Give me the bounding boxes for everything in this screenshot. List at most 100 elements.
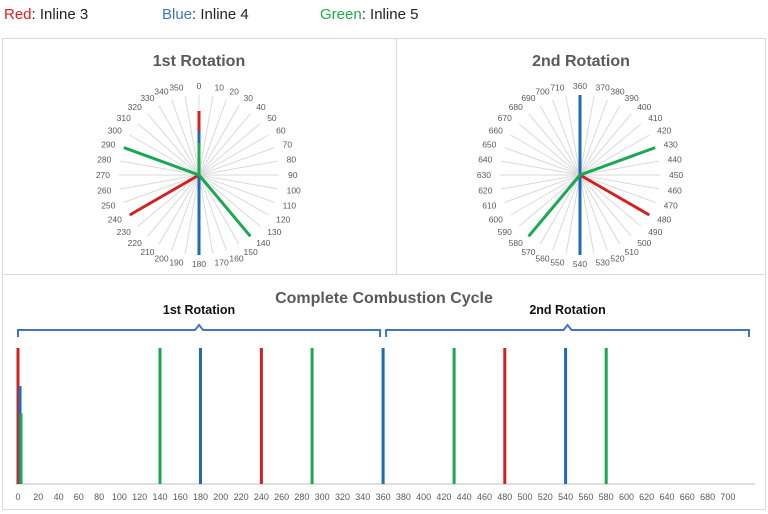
x-tick-label: 600 <box>619 492 634 502</box>
x-tick-label: 560 <box>578 492 593 502</box>
rotation-2-angle-label: 570 <box>521 247 535 257</box>
legend-label-blue: Inline 4 <box>200 6 249 23</box>
rotation-1-angle-label: 300 <box>108 126 122 136</box>
rotation-1-angle-label: 70 <box>283 140 293 150</box>
cycle-bar-green <box>19 413 23 484</box>
rotation-2-gridline <box>579 160 659 176</box>
rotation-1-angle-label: 130 <box>267 227 281 237</box>
rotation-2-angle-label: 560 <box>535 254 549 264</box>
rotation-2-gridline <box>579 174 595 254</box>
rotation-2-angle-label: 590 <box>498 227 512 237</box>
rotation-1-angle-label: 190 <box>169 258 183 268</box>
rotation-1-angle-label: 170 <box>215 258 229 268</box>
rotation-1-angle-label: 250 <box>101 200 115 210</box>
rotation-1-panel: 1st Rotation 0 10 20 30 40 50 60 70 80 90 100 110 12… <box>2 38 397 275</box>
brace-2 <box>385 323 750 337</box>
rotation-2-angle-label: 680 <box>509 102 523 112</box>
rotation-1-gridline <box>120 174 200 190</box>
rotation-2-angle-label: 370 <box>596 82 610 92</box>
rotation-1-gridline <box>158 105 200 176</box>
rotation-2-angle-label: 630 <box>477 170 491 180</box>
rotation-1-angle-label: 10 <box>215 82 225 92</box>
rotation-1-angle-label: 60 <box>276 126 286 136</box>
rotation-1-gridline <box>198 134 269 176</box>
rotation-2-angle-label: 600 <box>489 215 503 225</box>
rotation-1-angle-label: 280 <box>97 155 111 165</box>
rotation-2-angle-label: 490 <box>648 227 662 237</box>
rotation-1-gridline <box>198 113 251 176</box>
rotation-1-angle-label: 150 <box>244 247 258 257</box>
rotation-2-spoke-red <box>579 173 651 217</box>
cycle-bar-red <box>259 348 263 484</box>
cycle-bar-green <box>158 348 162 484</box>
rotation-2-gridline <box>579 105 621 176</box>
rotation-1-gridline <box>198 174 227 251</box>
rotation-1-angle-label: 180 <box>192 259 206 269</box>
rotation-1-angle-label: 240 <box>108 215 122 225</box>
brace-label-1: 1st Rotation <box>163 303 235 317</box>
x-tick-label: 260 <box>274 492 289 502</box>
x-tick-label: 540 <box>558 492 573 502</box>
x-tick-label: 200 <box>213 492 228 502</box>
rotation-1-gridline <box>198 174 214 254</box>
rotation-2-gridline <box>579 174 656 203</box>
x-tick-label: 620 <box>639 492 654 502</box>
rotation-2-angle-label: 510 <box>625 247 639 257</box>
rotation-2-gridline <box>501 160 581 176</box>
rotation-2-angle-label: 480 <box>657 215 671 225</box>
legend-item-green: Green: Inline 5 <box>320 6 418 23</box>
x-tick-label: 440 <box>457 492 472 502</box>
x-tick-label: 220 <box>234 492 249 502</box>
rotation-1-angle-label: 310 <box>117 113 131 123</box>
x-tick-label: 580 <box>599 492 614 502</box>
x-tick-label: 40 <box>54 492 64 502</box>
rotation-1-gridline <box>198 105 240 176</box>
rotation-1-gridline <box>198 174 261 227</box>
rotation-2-gridline <box>565 174 581 254</box>
rotation-1-angle-label: 40 <box>256 102 266 112</box>
rotation-2-gridline <box>518 123 581 176</box>
rotation-2-gridline <box>552 99 581 176</box>
rotation-2-gridline <box>579 174 608 251</box>
rotation-1-angle-label: 330 <box>140 93 154 103</box>
rotation-1-title: 1st Rotation <box>153 53 245 70</box>
rotation-1-gridline <box>147 174 200 237</box>
rotation-2-angle-label: 670 <box>498 113 512 123</box>
rotation-1-angle-label: 230 <box>117 227 131 237</box>
rotation-1-angle-label: 20 <box>229 86 239 96</box>
rotation-2-angle-label: 540 <box>573 259 587 269</box>
rotation-2-gridline <box>528 113 581 176</box>
rotation-2-gridline <box>501 174 581 190</box>
rotation-1-spoke-green <box>123 146 200 177</box>
rotation-2-spoke-green <box>527 174 582 238</box>
legend-sep-green: : <box>361 6 366 23</box>
rotation-1-angle-label: 350 <box>169 82 183 92</box>
rotation-1-angle-label: 110 <box>283 200 297 210</box>
x-tick-label: 180 <box>193 492 208 502</box>
rotation-1-gridline <box>198 174 275 203</box>
rotation-1-gridline <box>123 174 200 203</box>
rotation-2-gridline <box>539 105 581 176</box>
rotation-1-gridline <box>198 174 240 245</box>
x-tick-label: 320 <box>335 492 350 502</box>
x-tick-label: 480 <box>497 492 512 502</box>
rotation-2-angle-label: 620 <box>478 186 492 196</box>
brace-1 <box>17 323 382 337</box>
combustion-cycle-chart: Complete Combustion Cycle 1st Rotation 2n… <box>15 290 755 502</box>
legend-key-red: Red <box>4 6 32 23</box>
rotation-2-gridline <box>510 134 581 176</box>
rotation-2-angle-label: 430 <box>664 140 678 150</box>
rotation-2-gridline <box>579 134 650 176</box>
rotation-2-angle-label: 650 <box>482 140 496 150</box>
rotation-2-gridline <box>510 174 581 216</box>
rotation-1-angle-label: 200 <box>154 254 168 264</box>
brace-label-2: 2nd Rotation <box>529 303 605 317</box>
rotation-1-angle-label: 50 <box>267 113 277 123</box>
x-tick-label: 0 <box>15 492 20 502</box>
rotation-1-gridline <box>198 99 227 176</box>
legend-item-red: Red: Inline 3 <box>4 6 88 23</box>
rotation-1-gridline <box>129 134 200 176</box>
x-tick-label: 20 <box>33 492 43 502</box>
